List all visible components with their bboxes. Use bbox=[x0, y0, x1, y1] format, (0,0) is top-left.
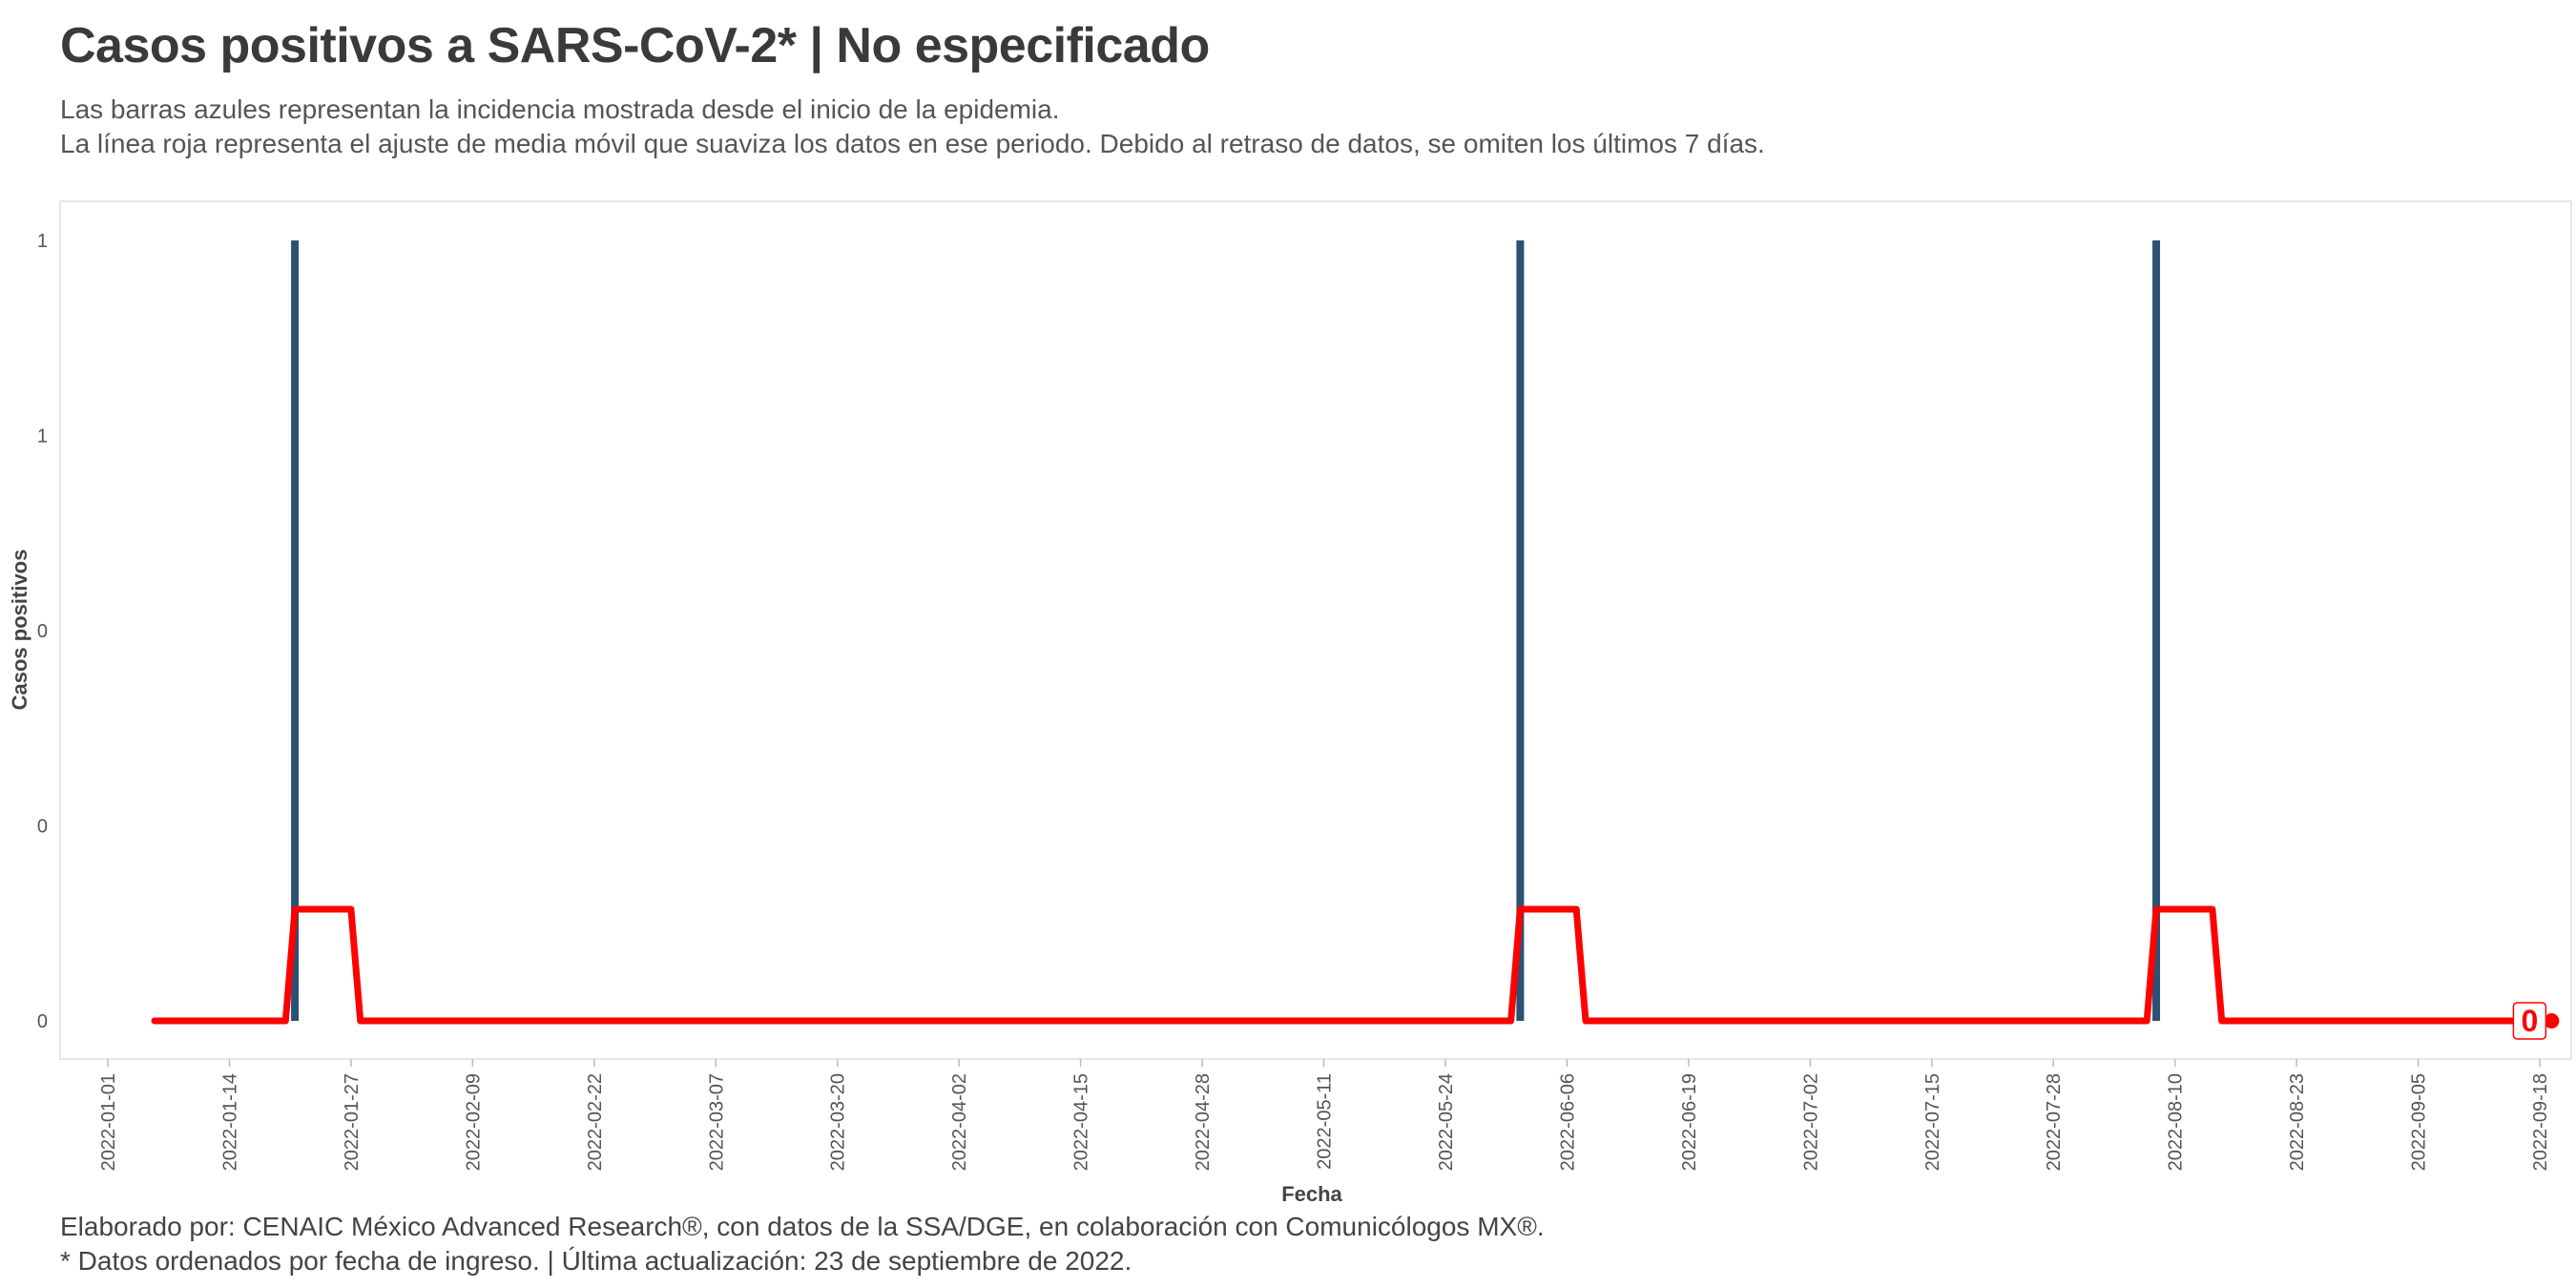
subtitle-line-1: Las barras azules representan la inciden… bbox=[60, 94, 1060, 124]
chart-subtitle: Las barras azules representan la inciden… bbox=[60, 93, 1765, 161]
bar-series bbox=[291, 240, 2161, 1021]
y-axis-title: Casos positivos bbox=[8, 550, 31, 711]
x-axis-title: Fecha bbox=[1281, 1182, 1342, 1206]
subtitle-line-2: La línea roja representa el ajuste de me… bbox=[60, 129, 1765, 158]
x-tick-label: 2022-07-02 bbox=[1800, 1073, 1821, 1171]
plot-panel bbox=[59, 200, 2572, 1060]
y-tick-label: 0 bbox=[37, 621, 48, 642]
y-tick-label: 0 bbox=[37, 1011, 48, 1032]
incidence-bar bbox=[291, 240, 300, 1021]
x-tick-label: 2022-03-20 bbox=[828, 1073, 849, 1171]
x-tick-label: 2022-02-22 bbox=[585, 1073, 606, 1171]
y-tick-label: 0 bbox=[37, 817, 48, 838]
incidence-bar bbox=[1516, 240, 1525, 1021]
moving-average-series: 0 bbox=[151, 905, 2560, 1040]
x-tick-label: 2022-04-28 bbox=[1193, 1073, 1214, 1171]
x-tick-label: 2022-06-06 bbox=[1557, 1073, 1578, 1171]
moving-average-endpoint bbox=[2544, 1013, 2560, 1028]
x-tick-label: 2022-05-24 bbox=[1436, 1073, 1457, 1171]
y-axis-ticks: 0 0 0 1 1 bbox=[37, 231, 48, 1032]
x-tick-label: 2022-04-02 bbox=[949, 1073, 970, 1171]
x-tick-label: 2022-04-15 bbox=[1071, 1073, 1092, 1171]
x-tick-label: 2022-07-28 bbox=[2044, 1073, 2065, 1171]
x-tick-label: 2022-02-09 bbox=[463, 1073, 484, 1171]
x-tick-label: 2022-07-15 bbox=[1922, 1073, 1943, 1171]
x-axis-ticks: 2022-01-01 2022-01-14 2022-01-27 2022-02-09… bbox=[98, 1059, 2551, 1171]
y-tick-label: 1 bbox=[37, 426, 48, 447]
chart-caption: Elaborado por: CENAIC México Advanced Re… bbox=[60, 1210, 1545, 1278]
x-tick-label: 2022-08-10 bbox=[2166, 1073, 2187, 1171]
x-tick-label: 2022-01-01 bbox=[98, 1073, 119, 1171]
chart-title: Casos positivos a SARS-CoV-2* | No espec… bbox=[60, 18, 1210, 73]
y-tick-label: 1 bbox=[37, 231, 48, 252]
x-tick-label: 2022-08-23 bbox=[2287, 1073, 2308, 1171]
x-tick-label: 2022-06-19 bbox=[1679, 1073, 1700, 1171]
x-tick-label: 2022-03-07 bbox=[706, 1073, 727, 1171]
caption-line-2: * Datos ordenados por fecha de ingreso. … bbox=[60, 1246, 1132, 1276]
x-tick-label: 2022-09-18 bbox=[2530, 1073, 2551, 1171]
end-value-label-box bbox=[2512, 1002, 2547, 1040]
moving-average-line bbox=[151, 905, 2524, 1025]
end-value-label: 0 bbox=[2521, 1004, 2538, 1038]
incidence-bar bbox=[2152, 240, 2161, 1021]
caption-line-1: Elaborado por: CENAIC México Advanced Re… bbox=[60, 1212, 1545, 1241]
x-tick-label: 2022-01-27 bbox=[342, 1073, 363, 1171]
x-tick-label: 2022-09-05 bbox=[2409, 1073, 2430, 1171]
x-tick-label: 2022-01-14 bbox=[219, 1073, 240, 1171]
x-tick-label: 2022-05-11 bbox=[1315, 1073, 1336, 1170]
